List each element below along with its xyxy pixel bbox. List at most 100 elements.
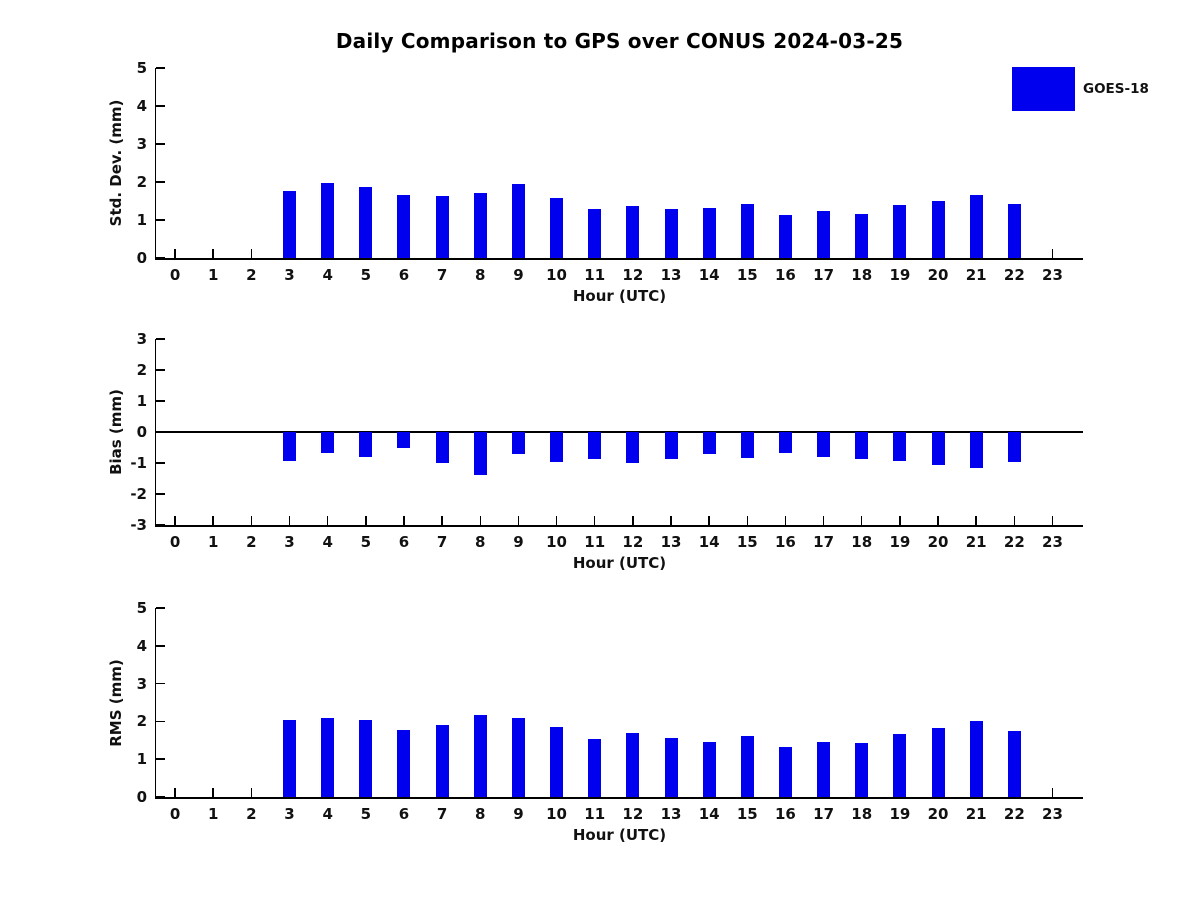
x-tick-label: 11 (584, 533, 606, 551)
bar-hour-3 (283, 190, 297, 258)
bar-hour-13 (664, 737, 678, 797)
x-tick-label: 4 (322, 805, 333, 823)
y-tick (156, 105, 165, 107)
bar-hour-9 (511, 432, 525, 455)
x-axis-label-bias-mm: Hour (UTC) (572, 554, 667, 572)
bar-hour-18 (855, 213, 869, 258)
bar-hour-5 (359, 187, 373, 258)
x-tick-label: 8 (475, 266, 486, 284)
x-tick (1013, 516, 1016, 525)
y-tick-label: 2 (136, 712, 147, 731)
x-tick-label: 12 (622, 266, 644, 284)
bar-hour-20 (931, 201, 945, 258)
y-tick-label: 1 (136, 392, 147, 410)
x-tick-label: 3 (284, 805, 295, 823)
y-tick (156, 143, 165, 145)
y-tick (156, 400, 165, 402)
bar-hour-13 (664, 208, 678, 258)
x-tick-label: 19 (889, 266, 911, 284)
x-tick (708, 516, 710, 525)
y-tick-label: 0 (136, 423, 147, 441)
x-tick-label: 2 (246, 266, 257, 284)
bar-hour-8 (473, 432, 487, 476)
x-tick-label: 23 (1042, 805, 1063, 823)
bar-hour-15 (740, 432, 754, 459)
x-tick-label: 17 (813, 533, 835, 551)
x-tick-label: 18 (851, 533, 873, 551)
x-tick (174, 516, 176, 525)
bar-hour-14 (702, 432, 716, 454)
y-tick-label: 2 (136, 361, 147, 379)
x-tick-label: 7 (436, 266, 448, 284)
x-tick-label: 19 (889, 805, 911, 823)
bar-hour-4 (321, 717, 335, 797)
x-tick-label: 14 (698, 805, 720, 823)
y-tick-label: 1 (136, 750, 147, 769)
x-tick-label: 2 (246, 805, 257, 823)
y-tick-label: 1 (136, 211, 147, 229)
bar-hour-19 (893, 432, 907, 461)
y-tick (156, 181, 165, 183)
x-tick (670, 516, 672, 525)
x-tick-label: 5 (360, 805, 372, 823)
x-tick (174, 788, 176, 797)
x-tick-label: 7 (436, 533, 448, 551)
x-tick-label: 16 (775, 533, 796, 551)
y-tick-label: -3 (130, 516, 147, 534)
x-tick-label: 14 (698, 266, 720, 284)
bar-hour-11 (588, 432, 602, 459)
x-tick-label: 8 (475, 533, 486, 551)
x-tick-label: 5 (360, 533, 372, 551)
x-tick-label: 2 (246, 533, 257, 551)
bar-hour-8 (473, 714, 487, 797)
x-tick-label: 3 (284, 533, 295, 551)
y-tick (156, 257, 165, 259)
y-tick (156, 219, 165, 221)
x-tick (1051, 516, 1054, 525)
x-tick-label: 20 (927, 266, 949, 284)
x-tick (899, 516, 901, 525)
y-tick (156, 607, 165, 609)
y-axis-spine (154, 608, 156, 799)
x-tick-label: 9 (513, 533, 524, 551)
bar-hour-18 (855, 742, 869, 797)
y-tick (156, 720, 165, 723)
x-tick (288, 516, 291, 525)
bar-hour-5 (359, 432, 373, 458)
x-axis-label-std-dev-mm: Hour (UTC) (572, 287, 667, 305)
y-tick-label: 5 (136, 599, 147, 617)
x-tick-label: 21 (965, 805, 987, 823)
bar-hour-8 (473, 193, 487, 258)
x-tick-label: 23 (1042, 266, 1063, 284)
x-tick (250, 516, 253, 525)
bar-hour-21 (969, 720, 983, 797)
x-tick-label: 9 (513, 805, 524, 823)
x-tick-label: 12 (622, 533, 644, 551)
x-tick (403, 516, 405, 525)
y-tick-label: 0 (136, 788, 147, 806)
bar-hour-9 (511, 717, 525, 797)
x-tick-label: 17 (813, 805, 835, 823)
bar-hour-5 (359, 719, 373, 797)
y-tick-label: 5 (136, 59, 147, 77)
y-tick-label: -2 (130, 485, 147, 503)
x-tick (212, 788, 214, 797)
bar-hour-7 (435, 432, 449, 464)
x-tick-label: 17 (813, 266, 835, 284)
chart-title: Daily Comparison to GPS over CONUS 2024-… (335, 29, 904, 53)
x-tick (212, 249, 214, 258)
x-tick-label: 0 (169, 533, 181, 551)
x-tick-label: 21 (965, 533, 987, 551)
x-tick-label: 10 (546, 805, 567, 823)
bar-hour-19 (893, 733, 907, 797)
x-tick-label: 0 (169, 805, 181, 823)
x-tick (975, 516, 977, 525)
x-tick-label: 22 (1003, 533, 1025, 551)
bar-hour-15 (740, 735, 754, 797)
bar-hour-16 (778, 214, 792, 258)
x-tick-label: 20 (927, 533, 949, 551)
x-tick (937, 516, 939, 525)
bar-hour-17 (817, 210, 831, 258)
x-tick-label: 6 (398, 266, 410, 284)
y-tick (156, 796, 165, 798)
